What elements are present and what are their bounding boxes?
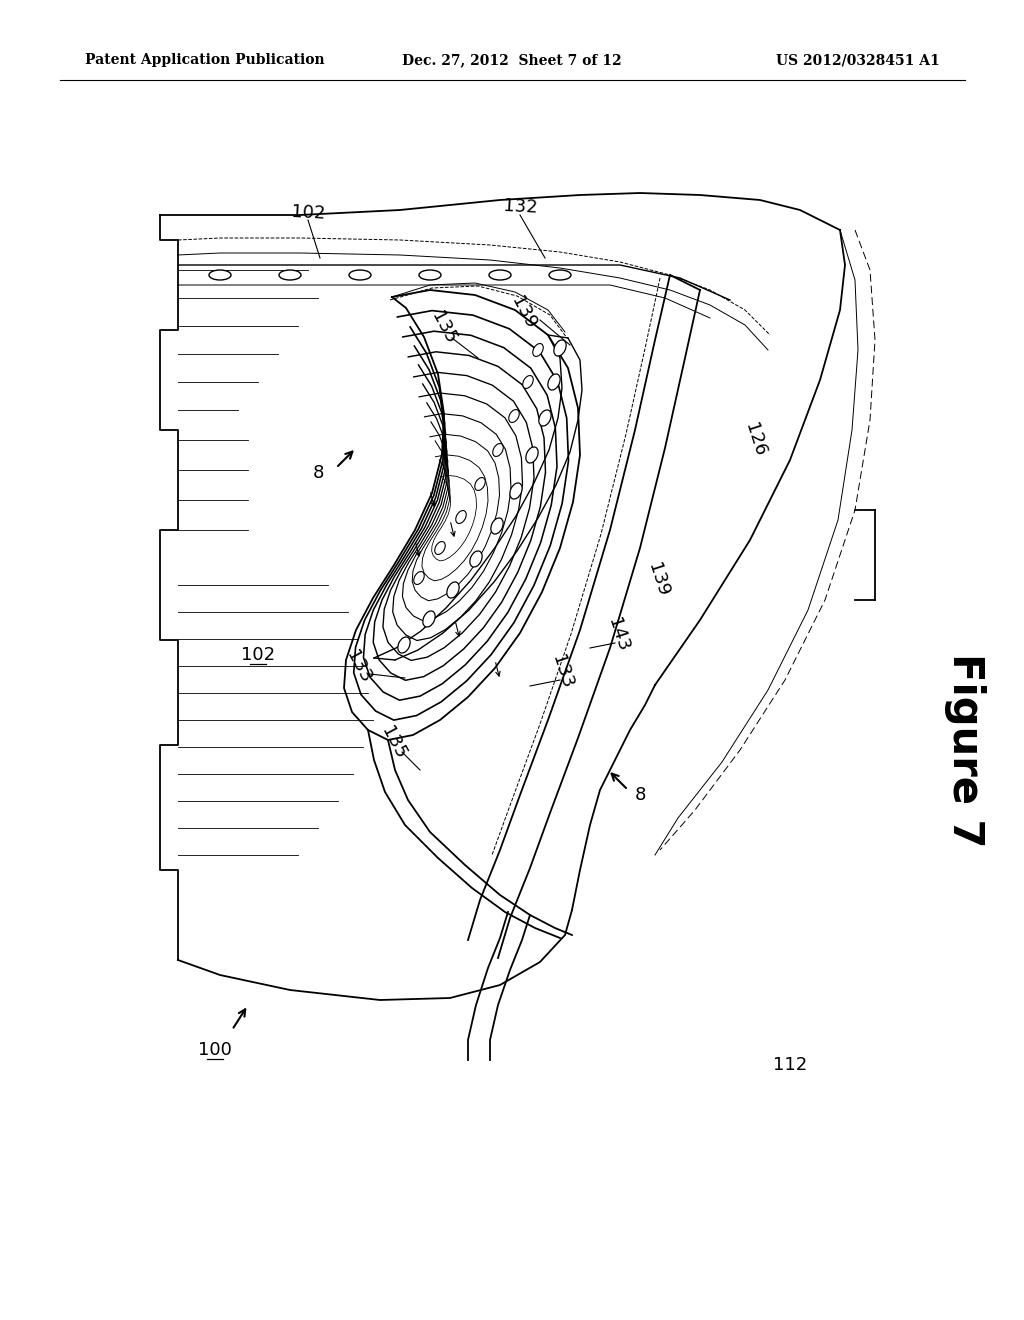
Ellipse shape <box>435 541 445 554</box>
Text: 112: 112 <box>773 1056 807 1074</box>
Ellipse shape <box>349 271 371 280</box>
Ellipse shape <box>456 511 466 524</box>
Ellipse shape <box>548 374 560 389</box>
Text: US 2012/0328451 A1: US 2012/0328451 A1 <box>776 53 940 67</box>
Ellipse shape <box>549 271 571 280</box>
Text: 126: 126 <box>741 421 769 459</box>
Ellipse shape <box>423 611 435 627</box>
Ellipse shape <box>470 550 482 568</box>
Ellipse shape <box>398 638 411 653</box>
Ellipse shape <box>209 271 231 280</box>
Text: Dec. 27, 2012  Sheet 7 of 12: Dec. 27, 2012 Sheet 7 of 12 <box>402 53 622 67</box>
Ellipse shape <box>510 483 522 499</box>
Text: 135: 135 <box>377 723 409 763</box>
Ellipse shape <box>475 478 485 491</box>
Ellipse shape <box>526 447 539 463</box>
Text: 8: 8 <box>634 785 646 804</box>
Text: 100: 100 <box>198 1041 232 1059</box>
Ellipse shape <box>419 271 441 280</box>
Text: Patent Application Publication: Patent Application Publication <box>85 53 325 67</box>
Text: 133: 133 <box>342 648 374 686</box>
Ellipse shape <box>554 341 566 356</box>
Ellipse shape <box>539 411 551 426</box>
Ellipse shape <box>523 375 534 388</box>
Ellipse shape <box>489 271 511 280</box>
Text: Figure 7: Figure 7 <box>944 653 986 847</box>
Ellipse shape <box>279 271 301 280</box>
Ellipse shape <box>414 572 424 585</box>
Text: 102: 102 <box>241 645 275 664</box>
Ellipse shape <box>509 409 519 422</box>
Ellipse shape <box>446 582 459 598</box>
Text: 139: 139 <box>644 561 672 599</box>
Text: 135: 135 <box>427 309 459 347</box>
Text: 132: 132 <box>503 197 538 216</box>
Text: 143: 143 <box>604 616 632 655</box>
Text: 102: 102 <box>291 203 326 223</box>
Ellipse shape <box>490 517 503 535</box>
Text: 139: 139 <box>507 293 539 333</box>
Text: 133: 133 <box>548 653 575 692</box>
Ellipse shape <box>493 444 503 457</box>
Ellipse shape <box>532 343 544 356</box>
Text: 8: 8 <box>312 465 324 482</box>
